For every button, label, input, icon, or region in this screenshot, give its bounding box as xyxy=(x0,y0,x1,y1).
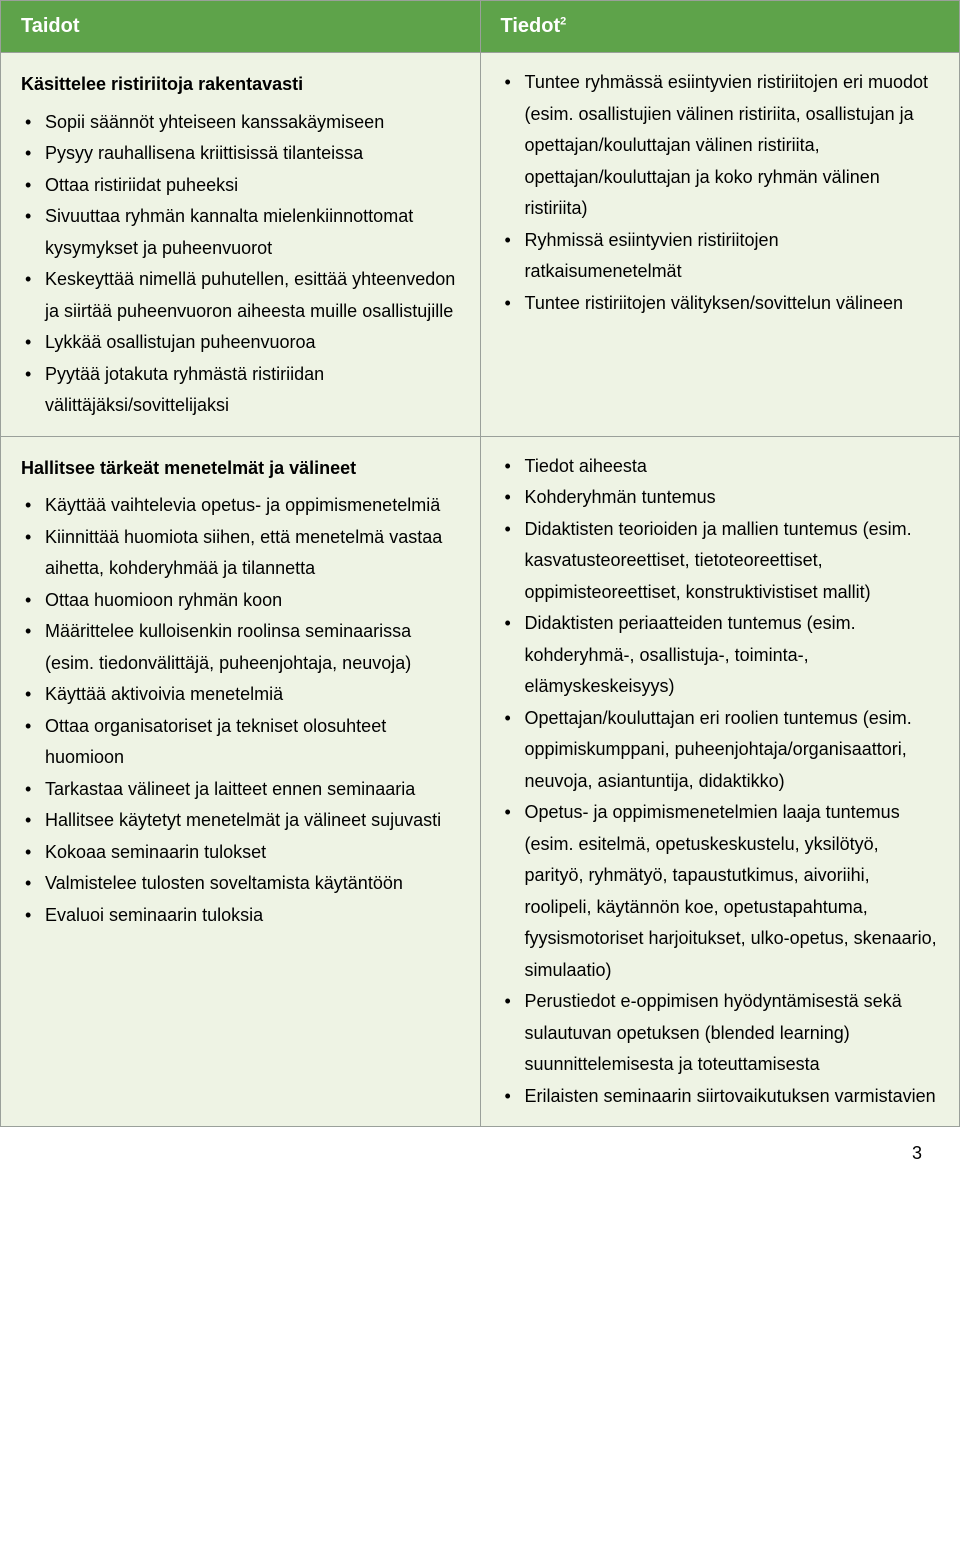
row1-left-list: Sopii säännöt yhteiseen kanssakäymiseen … xyxy=(21,107,460,422)
row2-right-list: Tiedot aiheesta Kohderyhmän tuntemus Did… xyxy=(501,451,940,1113)
header-right-sup: 2 xyxy=(560,15,566,27)
list-item: Tuntee ristiriitojen välityksen/sovittel… xyxy=(501,288,940,320)
row2-left-title: Hallitsee tärkeät menetelmät ja välineet xyxy=(21,453,460,485)
row1-right-list: Tuntee ryhmässä esiintyvien ristiriitoje… xyxy=(501,67,940,319)
list-item: Ottaa organisatoriset ja tekniset olosuh… xyxy=(21,711,460,774)
table-row: Käsittelee ristiriitoja rakentavasti Sop… xyxy=(1,53,960,437)
header-right: Tiedot2 xyxy=(480,1,960,53)
list-item: Pysyy rauhallisena kriittisissä tilantei… xyxy=(21,138,460,170)
list-item: Didaktisten teorioiden ja mallien tuntem… xyxy=(501,514,940,609)
list-item: Didaktisten periaatteiden tuntemus (esim… xyxy=(501,608,940,703)
header-left-text: Taidot xyxy=(21,15,80,37)
page-number: 3 xyxy=(0,1127,960,1188)
list-item: Tarkastaa välineet ja laitteet ennen sem… xyxy=(21,774,460,806)
row1-right-cell: Tuntee ryhmässä esiintyvien ristiriitoje… xyxy=(480,53,960,437)
document-page: Taidot Tiedot2 Käsittelee ristiriitoja r… xyxy=(0,0,960,1188)
row2-left-list: Käyttää vaihtelevia opetus- ja oppimisme… xyxy=(21,490,460,931)
list-item: Valmistelee tulosten soveltamista käytän… xyxy=(21,868,460,900)
list-item: Pyytää jotakuta ryhmästä ristiriidan väl… xyxy=(21,359,460,422)
list-item: Tiedot aiheesta xyxy=(501,451,940,483)
competency-table: Taidot Tiedot2 Käsittelee ristiriitoja r… xyxy=(0,0,960,1127)
row1-left-cell: Käsittelee ristiriitoja rakentavasti Sop… xyxy=(1,53,481,437)
list-item: Opettajan/kouluttajan eri roolien tuntem… xyxy=(501,703,940,798)
table-header-row: Taidot Tiedot2 xyxy=(1,1,960,53)
list-item: Tuntee ryhmässä esiintyvien ristiriitoje… xyxy=(501,67,940,225)
row2-left-cell: Hallitsee tärkeät menetelmät ja välineet… xyxy=(1,436,481,1127)
list-item: Sopii säännöt yhteiseen kanssakäymiseen xyxy=(21,107,460,139)
list-item: Käyttää vaihtelevia opetus- ja oppimisme… xyxy=(21,490,460,522)
header-right-text: Tiedot xyxy=(501,15,561,37)
list-item: Kokoaa seminaarin tulokset xyxy=(21,837,460,869)
list-item: Ottaa ristiriidat puheeksi xyxy=(21,170,460,202)
list-item: Keskeyttää nimellä puhutellen, esittää y… xyxy=(21,264,460,327)
list-item: Hallitsee käytetyt menetelmät ja välinee… xyxy=(21,805,460,837)
table-row: Hallitsee tärkeät menetelmät ja välineet… xyxy=(1,436,960,1127)
list-item: Evaluoi seminaarin tuloksia xyxy=(21,900,460,932)
row1-left-title: Käsittelee ristiriitoja rakentavasti xyxy=(21,69,460,101)
list-item: Lykkää osallistujan puheenvuoroa xyxy=(21,327,460,359)
list-item: Opetus- ja oppimismenetelmien laaja tunt… xyxy=(501,797,940,986)
list-item: Erilaisten seminaarin siirtovaikutuksen … xyxy=(501,1081,940,1113)
list-item: Ottaa huomioon ryhmän koon xyxy=(21,585,460,617)
list-item: Perustiedot e-oppimisen hyödyntämisestä … xyxy=(501,986,940,1081)
list-item: Ryhmissä esiintyvien ristiriitojen ratka… xyxy=(501,225,940,288)
list-item: Kohderyhmän tuntemus xyxy=(501,482,940,514)
header-left: Taidot xyxy=(1,1,481,53)
list-item: Sivuuttaa ryhmän kannalta mielenkiinnott… xyxy=(21,201,460,264)
list-item: Käyttää aktivoivia menetelmiä xyxy=(21,679,460,711)
list-item: Kiinnittää huomiota siihen, että menetel… xyxy=(21,522,460,585)
list-item: Määrittelee kulloisenkin roolinsa semina… xyxy=(21,616,460,679)
row2-right-cell: Tiedot aiheesta Kohderyhmän tuntemus Did… xyxy=(480,436,960,1127)
